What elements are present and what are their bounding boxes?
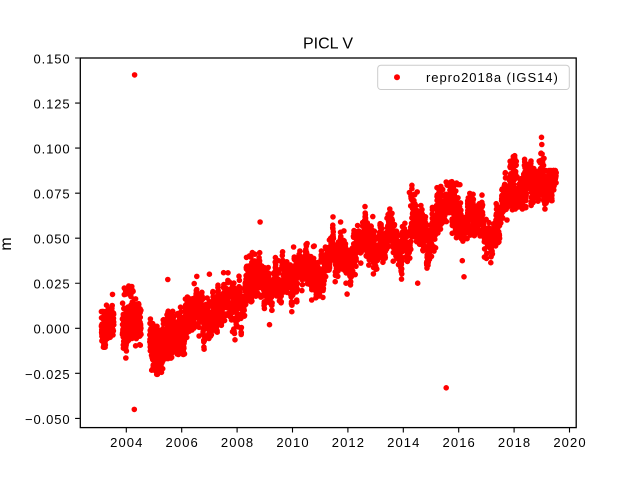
- svg-text:2012: 2012: [332, 435, 365, 450]
- svg-text:0.075: 0.075: [33, 187, 70, 202]
- svg-text:repro2018a (IGS14): repro2018a (IGS14): [426, 70, 559, 85]
- svg-text:m: m: [0, 237, 15, 250]
- svg-text:−0.050: −0.050: [25, 412, 71, 427]
- svg-text:−0.025: −0.025: [25, 367, 71, 382]
- svg-text:0.100: 0.100: [33, 142, 70, 157]
- svg-text:2016: 2016: [443, 435, 476, 450]
- svg-text:2010: 2010: [276, 435, 309, 450]
- svg-text:0.125: 0.125: [33, 96, 70, 111]
- svg-text:2006: 2006: [166, 435, 199, 450]
- svg-text:2008: 2008: [221, 435, 254, 450]
- svg-text:0.000: 0.000: [33, 322, 70, 337]
- svg-text:2014: 2014: [387, 435, 420, 450]
- svg-text:2020: 2020: [553, 435, 586, 450]
- svg-text:0.025: 0.025: [33, 277, 70, 292]
- svg-text:2018: 2018: [498, 435, 531, 450]
- svg-text:0.150: 0.150: [33, 51, 70, 66]
- svg-text:2004: 2004: [110, 435, 143, 450]
- svg-text:PICL V: PICL V: [303, 35, 353, 52]
- svg-text:0.050: 0.050: [33, 232, 70, 247]
